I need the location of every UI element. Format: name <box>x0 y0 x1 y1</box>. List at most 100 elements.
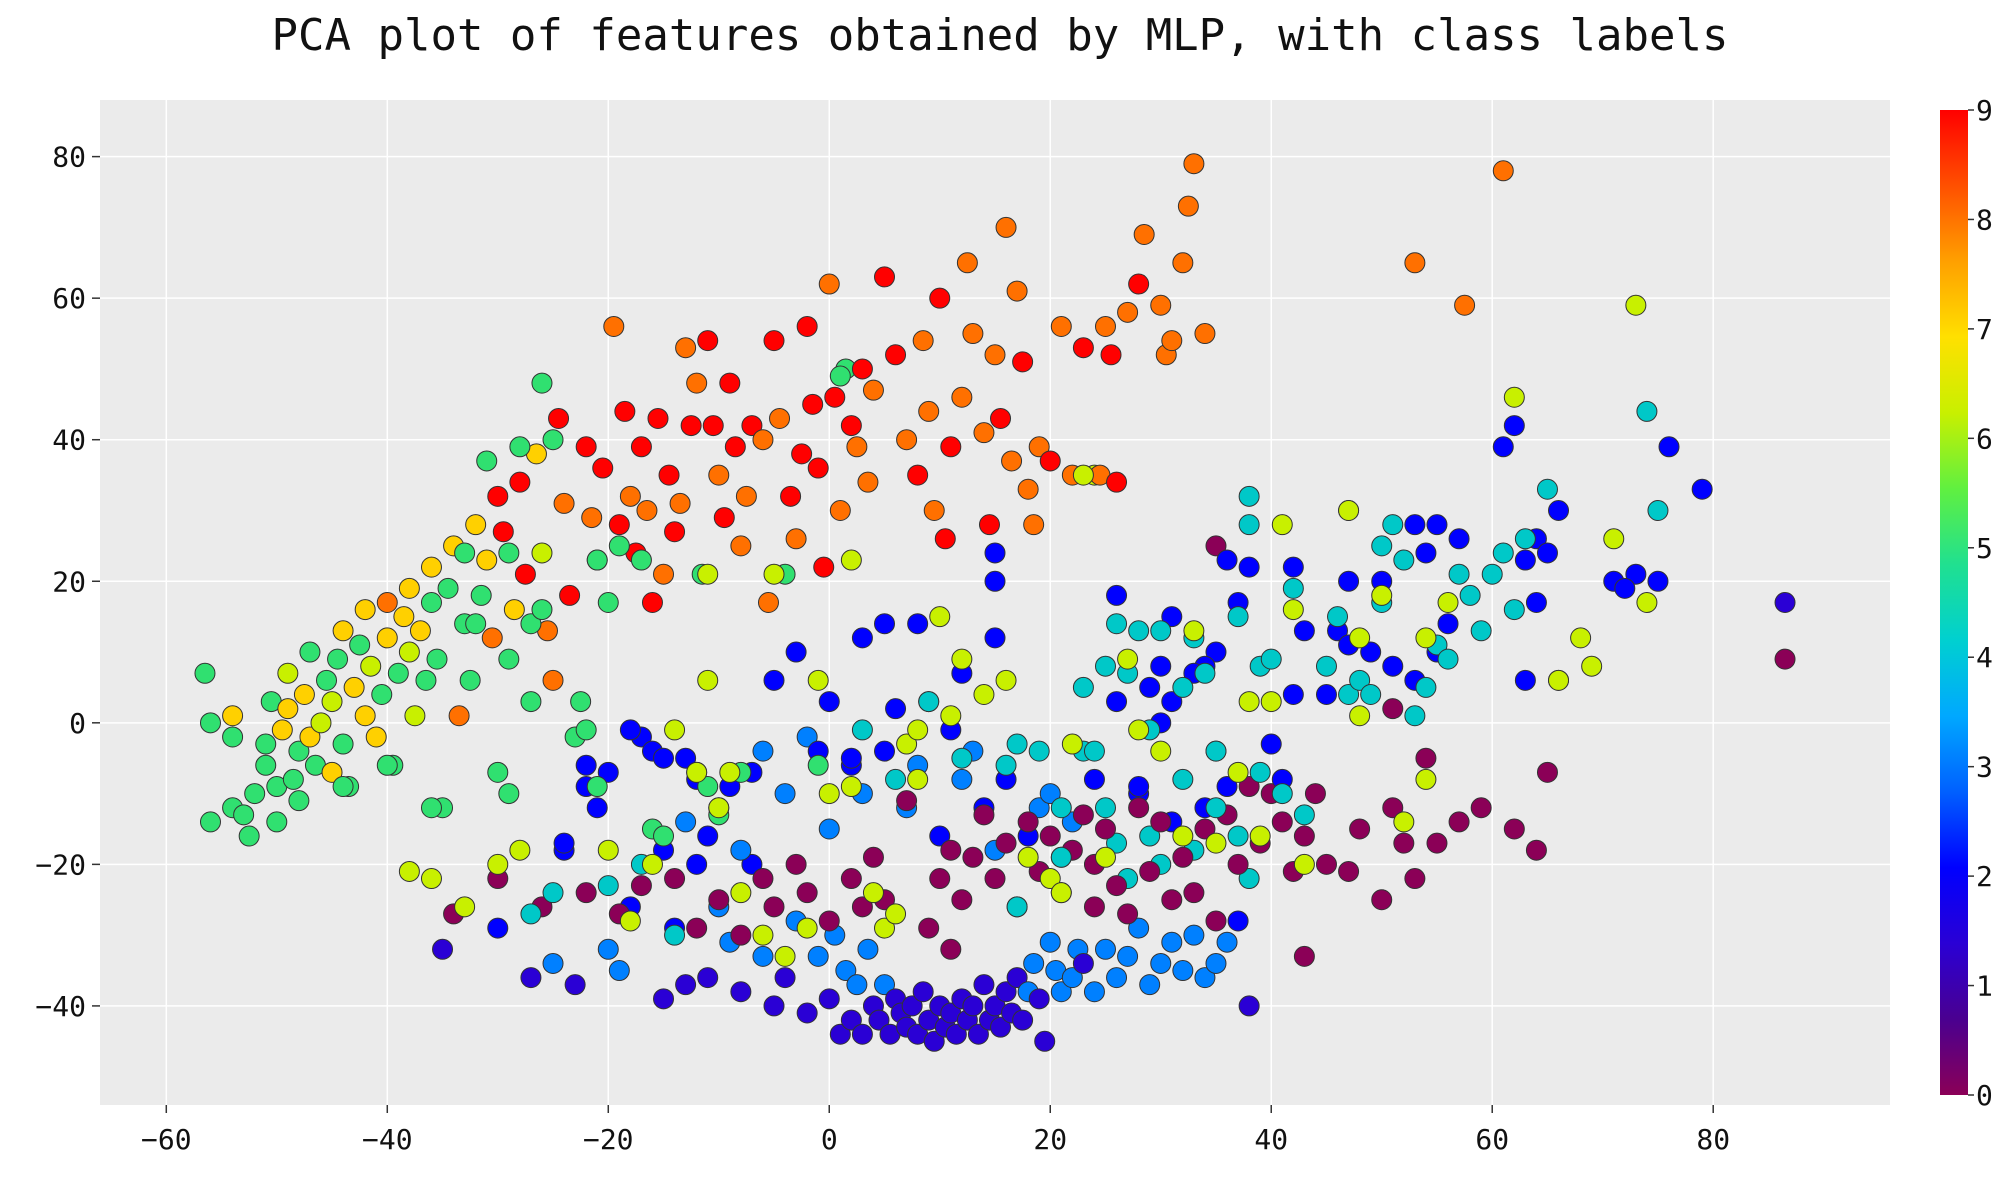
data-point <box>1647 570 1669 592</box>
data-point <box>1094 655 1116 677</box>
data-point <box>686 372 708 394</box>
data-point <box>918 917 940 939</box>
data-point <box>1293 853 1315 875</box>
data-point <box>1117 903 1139 925</box>
data-point <box>1150 294 1172 316</box>
data-point <box>255 754 277 776</box>
data-point <box>332 776 354 798</box>
data-point <box>752 429 774 451</box>
data-point <box>719 761 741 783</box>
data-point <box>299 641 321 663</box>
data-point <box>1349 818 1371 840</box>
x-tick-label: 0 <box>821 1123 838 1156</box>
data-point <box>818 273 840 295</box>
data-point <box>791 443 813 465</box>
y-tick-label: 40 <box>52 424 86 457</box>
data-point <box>730 535 752 557</box>
data-point <box>1238 995 1260 1017</box>
x-tick-label: 20 <box>1033 1123 1067 1156</box>
data-point <box>818 783 840 805</box>
colorbar-tick-label: 3 <box>1976 751 1993 784</box>
data-point <box>376 592 398 613</box>
data-point <box>697 825 719 847</box>
data-point <box>1183 924 1205 946</box>
data-point <box>907 768 929 790</box>
data-point <box>647 407 669 429</box>
data-point <box>730 882 752 904</box>
data-point <box>874 266 896 288</box>
data-point <box>1382 698 1404 720</box>
data-point <box>266 811 288 833</box>
data-point <box>807 669 829 691</box>
data-point <box>1492 160 1514 182</box>
data-point <box>868 1009 890 1031</box>
data-point <box>1050 981 1072 1003</box>
data-point <box>1161 330 1183 352</box>
data-point <box>271 719 293 741</box>
data-point <box>1028 988 1050 1010</box>
data-point <box>1205 952 1227 974</box>
data-point <box>1117 301 1139 323</box>
data-point <box>951 747 973 769</box>
data-point <box>851 719 873 741</box>
data-point <box>376 754 398 776</box>
data-point <box>1117 945 1139 967</box>
data-point <box>940 938 962 960</box>
data-point <box>509 471 531 493</box>
data-point <box>1437 648 1459 670</box>
data-point <box>1205 740 1227 762</box>
colorbar-tick-label: 7 <box>1976 313 1993 346</box>
data-point <box>1227 606 1249 628</box>
data-point <box>918 400 940 422</box>
data-point <box>603 315 625 337</box>
data-point <box>1371 584 1393 606</box>
data-point <box>1371 535 1393 557</box>
x-tick-label: −40 <box>362 1123 413 1156</box>
data-point <box>846 436 868 458</box>
data-point <box>1238 868 1260 890</box>
data-point <box>796 315 818 337</box>
data-point <box>1106 875 1128 897</box>
data-point <box>465 613 487 635</box>
data-point <box>1227 825 1249 847</box>
data-point <box>818 691 840 713</box>
data-point <box>1128 917 1150 939</box>
data-point <box>708 797 730 819</box>
data-point <box>763 330 785 352</box>
data-point <box>741 853 763 875</box>
data-point <box>653 825 675 847</box>
data-point <box>1415 768 1437 790</box>
data-point <box>995 216 1017 238</box>
data-point <box>1260 648 1282 670</box>
data-point <box>653 747 675 769</box>
data-point <box>448 705 470 727</box>
data-point <box>1072 464 1094 486</box>
data-point <box>1028 436 1050 458</box>
data-point <box>1034 1030 1056 1052</box>
data-point <box>636 499 658 521</box>
data-point <box>1293 825 1315 847</box>
data-point <box>321 691 343 713</box>
data-point <box>951 889 973 911</box>
y-tick-label: 20 <box>52 565 86 598</box>
data-point <box>1050 882 1072 904</box>
data-point <box>934 528 956 550</box>
data-point <box>630 436 652 458</box>
data-point <box>1315 853 1337 875</box>
data-point <box>531 599 553 621</box>
data-point <box>542 882 564 904</box>
data-point <box>973 684 995 706</box>
data-point <box>984 627 1006 649</box>
data-point <box>586 776 608 798</box>
data-point <box>487 761 509 783</box>
data-point <box>907 613 929 635</box>
data-point <box>470 584 492 606</box>
data-point <box>780 485 802 507</box>
data-point <box>597 839 619 861</box>
data-point <box>990 407 1012 429</box>
data-point <box>1503 599 1525 621</box>
data-point <box>730 981 752 1003</box>
data-point <box>1161 889 1183 911</box>
data-point <box>1581 655 1603 677</box>
data-point <box>757 592 779 613</box>
